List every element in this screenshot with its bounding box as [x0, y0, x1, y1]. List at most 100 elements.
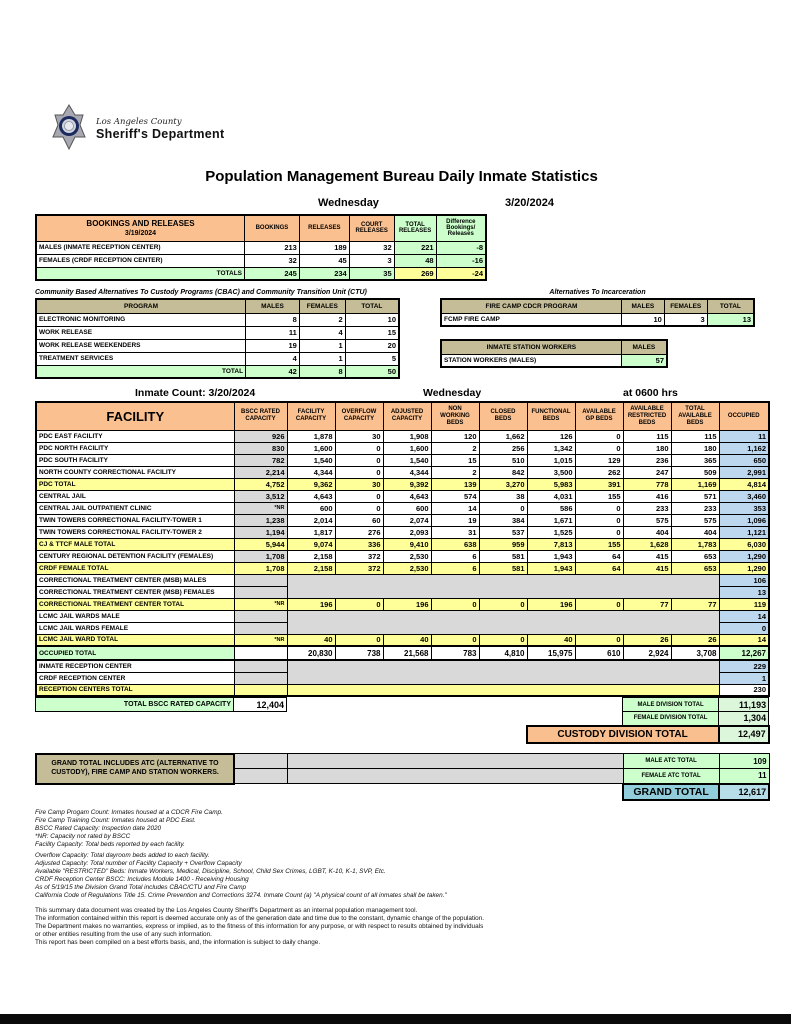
cell: 1: [718, 671, 770, 685]
cell: 236: [622, 453, 672, 467]
table-row: FCMP FIRE CAMP 10 3 13: [440, 312, 755, 327]
cell: 0: [430, 597, 480, 611]
table-row: CUSTODY DIVISION TOTAL 12,497: [36, 724, 770, 744]
cell: 1,817: [286, 525, 336, 539]
grand-total-note: GRAND TOTAL INCLUDES ATC (ALTERNATIVE TO…: [35, 752, 235, 785]
female-division-label: FEMALE DIVISION TOTAL: [622, 711, 720, 726]
cell: 2,158: [286, 561, 336, 575]
cell: 20: [344, 338, 400, 353]
table-row: CORRECTIONAL TREATMENT CENTER (MSB) MALE…: [35, 573, 770, 599]
row-label: FEMALES (CRDF RECEPTION CENTER): [35, 253, 246, 268]
cell: 586: [526, 501, 576, 515]
cell: 7,813: [526, 537, 576, 551]
table-row: TOTAL BSCC RATED CAPACITY 12,404 MALE DI…: [35, 697, 770, 712]
cell: 581: [478, 561, 528, 575]
table-row: ELECTRONIC MONITORING 8 2 10: [35, 312, 400, 327]
cell: 30: [334, 429, 384, 443]
sheriff-logo: Los Angeles County Sheriff's Department: [49, 103, 768, 152]
spacer: [287, 698, 623, 712]
cell: 1,290: [718, 549, 770, 563]
cell: 3,708: [670, 645, 720, 661]
cell: 115: [622, 429, 672, 443]
cell: 404: [670, 525, 720, 539]
cell: 9,074: [286, 537, 336, 551]
document-content: Los Angeles County Sheriff's Department …: [35, 0, 771, 947]
cell: 2,991: [718, 465, 770, 479]
cell: -8: [435, 240, 487, 255]
row-label: TREATMENT SERVICES: [35, 351, 247, 366]
cell: 1,600: [382, 441, 432, 455]
column-header: FEMALES: [663, 298, 708, 314]
totals-label: TOTAL: [35, 364, 247, 379]
cell: 2,093: [382, 525, 432, 539]
logo-text: Los Angeles County Sheriff's Department: [96, 117, 224, 141]
facility-label: NORTH COUNTY CORRECTIONAL FACILITY: [35, 465, 235, 479]
table-row: CENTURY REGIONAL DETENTION FACILITY (FEM…: [35, 549, 770, 563]
column-header: INMATE STATION WORKERS: [440, 339, 622, 355]
male-division-label: MALE DIVISION TOTAL: [622, 697, 720, 712]
facility-label: TWIN TOWERS CORRECTIONAL FACILITY-TOWER …: [35, 525, 235, 539]
footnotes: Fire Camp Progam Count: Inmates housed a…: [35, 809, 768, 849]
cell: 31: [430, 525, 480, 539]
cell: 1,525: [526, 525, 576, 539]
cell: 126: [526, 429, 576, 443]
total-label: CJ & TTCF MALE TOTAL: [35, 537, 235, 551]
weekday-label: Wednesday: [318, 197, 379, 209]
cell: 2: [430, 465, 480, 479]
occupied-total-label: OCCUPIED TOTAL: [35, 645, 235, 661]
footnote-line: BSCC Rated Capacity: Inspection date 202…: [35, 824, 162, 832]
cell: 1,194: [233, 525, 288, 539]
facility-label: PDC NORTH FACILITY: [35, 441, 235, 455]
alternatives-title: Alternatives To Incarceration: [549, 289, 646, 296]
column-header: FEMALES: [298, 298, 346, 314]
spacer-cell: [233, 753, 288, 769]
cell: 276: [334, 525, 384, 539]
table-row: GRAND TOTAL 12,617: [36, 782, 771, 801]
cell: 40: [286, 633, 336, 647]
table-row: STATION WORKERS (MALES) 57: [440, 353, 668, 368]
cell: 4,031: [526, 489, 576, 503]
cell: 653: [670, 549, 720, 563]
cell: 11: [245, 325, 300, 340]
cell: 13: [718, 585, 770, 599]
cell: 1,121: [718, 525, 770, 539]
inmate-count-meta: Inmate Count: 3/20/2024 Wednesday at 060…: [35, 387, 768, 401]
cell: [233, 671, 288, 685]
cell: 230: [718, 683, 770, 697]
cell: 1,342: [526, 441, 576, 455]
footnote-line: Fire Camp Training Count: Inmates housed…: [35, 816, 196, 824]
cell: 3,512: [233, 489, 288, 503]
cell: 1,671: [526, 513, 576, 527]
cell: 10: [620, 312, 665, 327]
cell: 4,643: [286, 489, 336, 503]
cell: 64: [574, 549, 624, 563]
cell: 45: [298, 253, 350, 268]
spacer: [36, 784, 623, 800]
table-row: TREATMENT SERVICES 4 1 5: [35, 351, 400, 366]
column-header: PROGRAM: [35, 298, 247, 314]
date-label: 3/20/2024: [505, 197, 554, 209]
table-row: PDC SOUTH FACILITY 782 1,540 0 1,540 15 510 1,0…: [35, 453, 770, 467]
cell: 2: [298, 312, 346, 327]
row-label: STATION WORKERS (MALES): [440, 353, 622, 368]
cell: 1,908: [382, 429, 432, 443]
cell: 0: [574, 597, 624, 611]
cell: 782: [233, 453, 288, 467]
column-header: BOOKINGS: [244, 214, 300, 242]
cell: 1: [298, 351, 346, 366]
table-row: LCMC JAIL WARD TOTAL *NR 40 0 40 0 0 40 0 26 26 14: [35, 633, 770, 647]
column-header: BSCC RATED CAPACITY: [233, 401, 288, 431]
cell: 2,530: [382, 561, 432, 575]
cell: 650: [718, 453, 770, 467]
cell: 1,162: [718, 441, 770, 455]
cell: 32: [348, 240, 395, 255]
column-header: FACILITY CAPACITY: [286, 401, 336, 431]
cell: 0: [718, 621, 770, 635]
cell: 6: [430, 561, 480, 575]
cell: 5: [344, 351, 400, 366]
cell: 574: [430, 489, 480, 503]
column-header: OCCUPIED: [718, 401, 770, 431]
cell: 77: [670, 597, 720, 611]
cell: 0: [574, 513, 624, 527]
cell: 0: [574, 525, 624, 539]
